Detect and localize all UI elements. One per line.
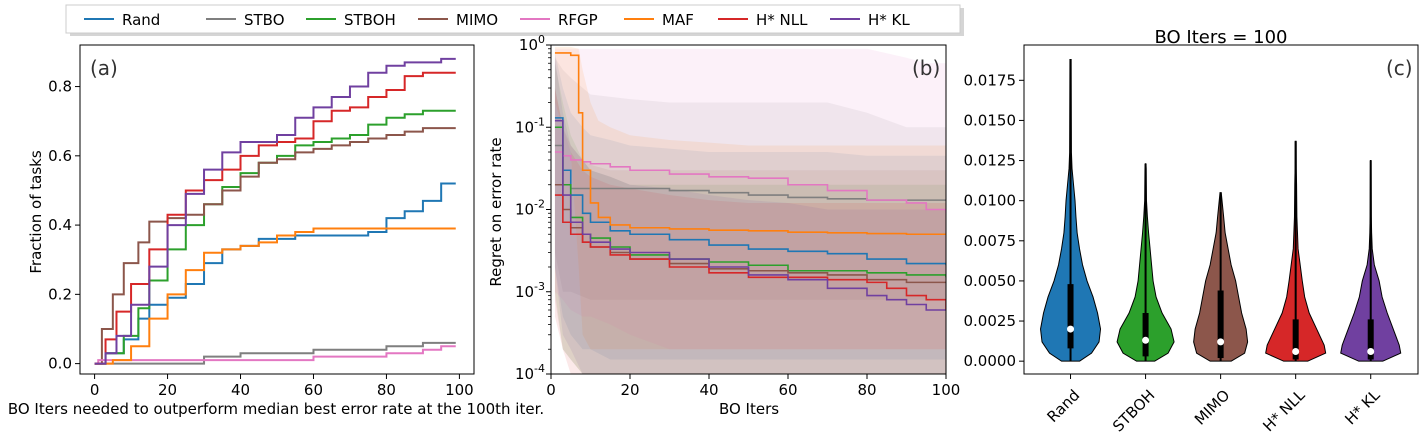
panel-c-ytick-label: 0.0150 — [964, 111, 1017, 129]
panel-a-series-maf — [94, 227, 456, 365]
panel-b-frame — [550, 44, 947, 375]
legend: Rand STBO STBOH MIMO RFGP MAF H* NLL H* KL — [65, 4, 964, 36]
legend-label: Rand — [122, 11, 160, 29]
panel-a-series-hnll — [94, 71, 456, 365]
panel-b-ytick-exponent: -3 — [534, 280, 545, 293]
panel-a-ytick-label: 0.2 — [48, 285, 72, 303]
panel-c-ytick-label: 0.0000 — [964, 352, 1017, 370]
panel-c-median-mimo — [1217, 338, 1225, 346]
panel-b-ytick-label: 10-3 — [515, 280, 545, 301]
panel-b-series-maf — [554, 52, 946, 236]
panel-a-ylabel: Fraction of tasks — [27, 150, 45, 273]
panel-b-ylabel: Regret on error rate — [487, 137, 505, 286]
panel-b-band-rand — [554, 52, 946, 360]
panel-a-xtick-label: 40 — [231, 381, 250, 399]
panel-b-band-maf — [554, 46, 946, 350]
panel-c-title: BO Iters = 100 — [1154, 27, 1287, 48]
panel-b-label: (b) — [912, 56, 940, 80]
panel-b-ytick-label: 10-4 — [515, 362, 545, 383]
panel-b-ytick-exponent: -1 — [534, 115, 545, 128]
panel-a-xtick-label: 60 — [304, 381, 323, 399]
panel-b-xtick-label: 20 — [620, 381, 639, 399]
panel-a-ytick-label: 0.6 — [48, 147, 72, 165]
panel-c-median-rand — [1067, 325, 1075, 333]
legend-label: STBOH — [344, 11, 396, 29]
panel-b-ytick-label: 100 — [519, 33, 545, 54]
panel-b-ytick-exponent: 0 — [538, 33, 545, 46]
panel-b-xlabel: BO Iters — [719, 400, 779, 418]
panel-c-ytick-label: 0.0025 — [964, 312, 1017, 330]
panel-a-xtick-label: 80 — [377, 381, 396, 399]
panel-c-xtick-label: MIMO — [1191, 386, 1234, 429]
panel-c-ytick-label: 0.0075 — [964, 232, 1017, 250]
panel-b-ytick-label: 10-1 — [515, 115, 545, 136]
panel-c-frame — [1023, 44, 1419, 375]
panel-b-xtick-label: 60 — [778, 381, 797, 399]
panel-a-series-hkl — [94, 57, 456, 365]
panel-b-ytick-exponent: -2 — [534, 198, 545, 211]
panel-b-ytick-exponent: -4 — [534, 362, 545, 375]
panel-b-band-hkl — [554, 57, 946, 374]
panel-b-series-hkl — [554, 119, 946, 311]
panel-a-label: (a) — [90, 56, 118, 80]
legend-label: H* KL — [868, 11, 910, 29]
panel-b-band-stboh — [554, 63, 946, 374]
panel-a-xtick-label: 20 — [158, 381, 177, 399]
panel-c-xtick-label: Rand — [1044, 386, 1084, 426]
panel-b-xtick-label: 100 — [932, 381, 961, 399]
panel-b-xtick-label: 80 — [857, 381, 876, 399]
panel-a-series-mimo — [94, 127, 456, 365]
panel-c-xtick-label: H* KL — [1341, 386, 1384, 429]
panel-a-ytick-label: 0.4 — [48, 216, 72, 234]
panel-a-frame — [79, 44, 475, 375]
panel-c-label: (c) — [1386, 56, 1413, 80]
panel-a-xtick-label: 0 — [90, 381, 100, 399]
panel-c-median-stboh — [1142, 336, 1150, 344]
panel-c-median-hnll — [1292, 348, 1300, 356]
panel-c-ytick-label: 0.0175 — [964, 71, 1017, 89]
panel-a-series-stbo — [94, 341, 456, 365]
legend-label: H* NLL — [756, 11, 808, 29]
panel-a: 0 20 40 60 80 100 0.0 0.2 0.4 0.6 0.8 — [48, 44, 475, 399]
panel-c-ytick-label: 0.0100 — [964, 192, 1017, 210]
panel-a-series-rfgp — [94, 345, 456, 365]
panel-c-xtick-label: STBOH — [1109, 386, 1158, 435]
panel-c-xtick-label: H* NLL — [1259, 386, 1309, 436]
panel-c: 0.0000 0.0025 0.0050 0.0075 0.0100 0.0125 0.01… — [964, 44, 1419, 436]
panel-a-xlabel: BO Iters needed to outperform median bes… — [8, 400, 544, 418]
legend-label: MIMO — [456, 11, 498, 29]
panel-b-xtick-label: 0 — [546, 381, 556, 399]
panel-c-median-hkl — [1367, 348, 1375, 356]
panel-b-band-rfgp — [554, 48, 946, 350]
legend-label: STBO — [244, 11, 285, 29]
panel-b-lines — [554, 52, 946, 311]
panel-b-series-hnll — [554, 194, 946, 310]
legend-label: MAF — [662, 11, 694, 29]
panel-a-ytick-label: 0.8 — [48, 78, 72, 96]
panel-b-bands — [554, 46, 946, 374]
panel-b-series-rand — [554, 117, 946, 266]
panel-a-ytick-label: 0.0 — [48, 355, 72, 373]
panel-a-xtick-label: 100 — [445, 381, 474, 399]
panel-c-ytick-label: 0.0050 — [964, 272, 1017, 290]
panel-b: 0 20 40 60 80 100 10-4 10-3 10-2 10-1 100 — [515, 33, 960, 399]
panel-b-xtick-label: 40 — [699, 381, 718, 399]
legend-label: RFGP — [558, 11, 598, 29]
panel-b-ytick-label: 10-2 — [515, 198, 545, 219]
panel-c-ytick-label: 0.0125 — [964, 152, 1017, 170]
